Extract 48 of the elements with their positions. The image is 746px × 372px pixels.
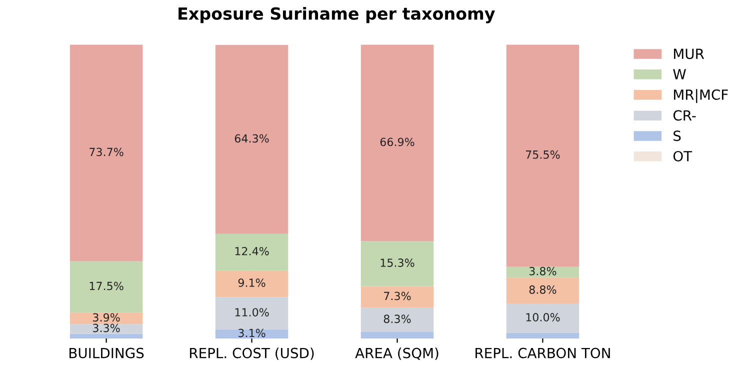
data-label: 10.0% [526,313,560,322]
data-label: 11.0% [235,308,269,316]
x-tick-label: REPL. CARBON TON [476,348,610,358]
bar [70,44,143,262]
data-label: 15.3% [380,258,414,267]
x-tick-label: BUILDINGS [70,348,144,358]
bar [215,329,288,339]
data-label: 66.9% [380,138,414,146]
bar [360,308,434,332]
data-label: 17.5% [90,282,124,290]
legend-label: S [674,130,681,142]
bar [360,44,434,242]
x-tick-label: AREA (SQM) [355,348,438,360]
bar [360,286,434,308]
bar [360,241,434,286]
data-label: 12.4% [235,246,269,256]
data-label: 3.1% [238,328,266,338]
data-label: 3.3% [93,324,120,332]
legend-label: MR|MCF [674,89,728,103]
chart-title: Exposure Suriname per taxonomy [178,6,495,24]
data-label: 8.3% [384,314,411,324]
data-label: 64.3% [234,134,269,143]
legend-label: OT [673,150,692,162]
data-label: 7.3% [384,292,411,300]
data-label: 73.7% [90,148,124,156]
bar [506,304,580,333]
bar [70,261,143,313]
legend-label: MUR [674,48,704,60]
bar [215,234,288,270]
bar [360,332,434,339]
bar [215,270,288,298]
bar [215,44,288,234]
data-label: 3.9% [93,313,120,322]
data-label: 9.1% [238,278,266,287]
bar [506,332,580,339]
bar [215,297,288,330]
data-label: 8.8% [529,285,556,294]
legend-label: CR- [673,110,696,121]
x-tick-label: REPL. COST (USD) [190,348,314,360]
bar [506,44,580,267]
bar [70,312,143,324]
data-label: 3.8% [529,266,556,276]
bar [506,278,580,304]
data-label: 75.5% [526,150,560,159]
bar [70,324,143,334]
bar [506,266,580,278]
legend-label: W [673,69,686,80]
bar [70,334,143,339]
